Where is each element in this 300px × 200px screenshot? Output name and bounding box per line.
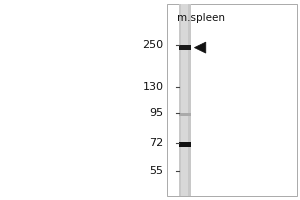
Text: 72: 72 — [149, 138, 164, 148]
Text: 95: 95 — [149, 108, 164, 118]
FancyBboxPatch shape — [178, 45, 190, 50]
FancyBboxPatch shape — [178, 4, 190, 196]
Text: 250: 250 — [142, 40, 164, 50]
FancyBboxPatch shape — [178, 112, 190, 116]
Text: 130: 130 — [142, 82, 164, 92]
FancyBboxPatch shape — [181, 4, 188, 196]
Text: m.spleen: m.spleen — [177, 13, 225, 23]
FancyBboxPatch shape — [178, 142, 190, 147]
Polygon shape — [194, 42, 206, 53]
Text: 55: 55 — [149, 166, 164, 176]
FancyBboxPatch shape — [167, 4, 297, 196]
